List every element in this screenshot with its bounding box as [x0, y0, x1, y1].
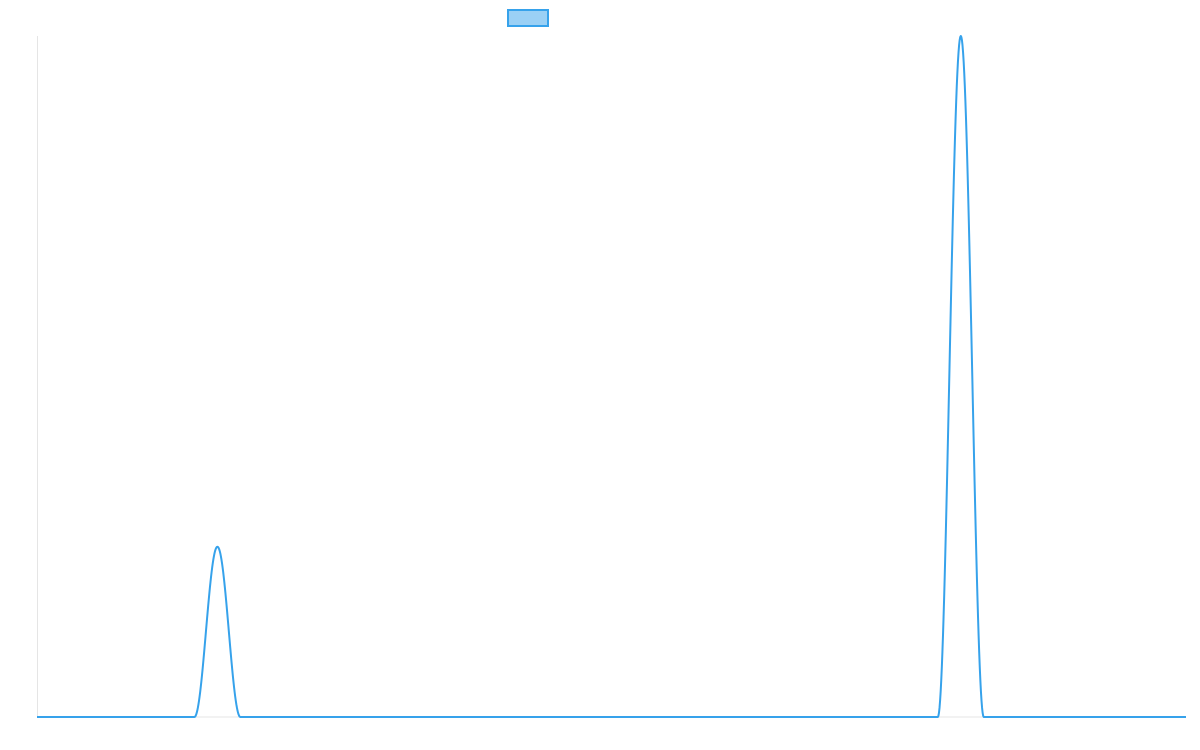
legend-swatch[interactable] — [507, 9, 549, 27]
series-line — [36, 35, 1187, 718]
